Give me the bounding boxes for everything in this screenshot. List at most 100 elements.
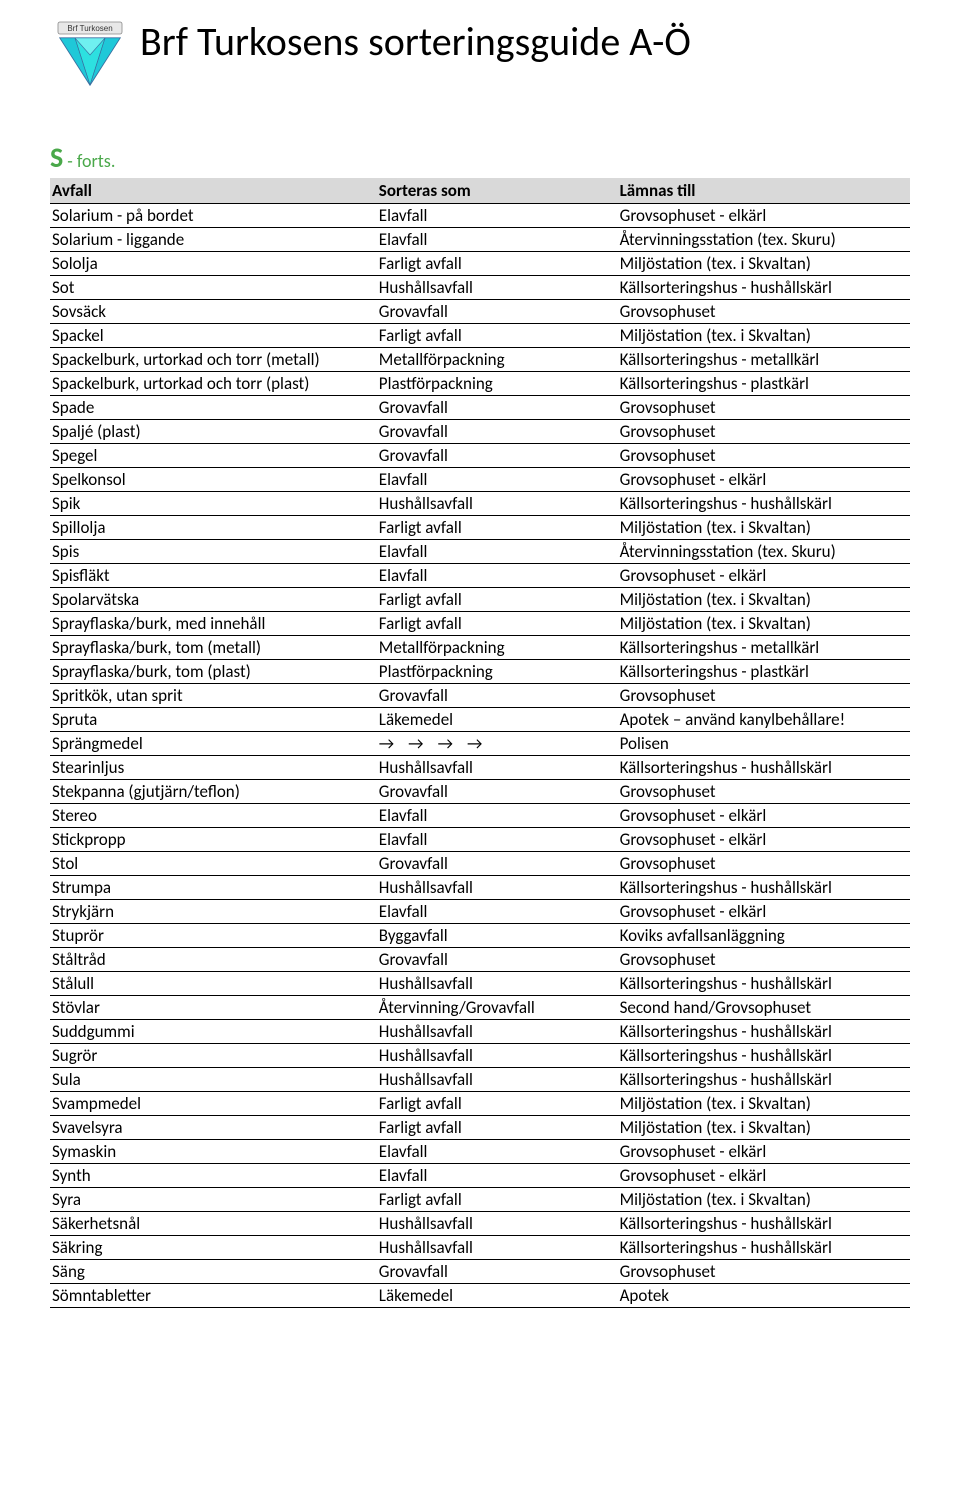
table-cell: Sula: [50, 1068, 377, 1092]
table-cell: Källsorteringshus - plastkärl: [618, 660, 910, 684]
table-row: SängGrovavfallGrovsophuset: [50, 1260, 910, 1284]
table-cell: Elavfall: [377, 204, 618, 228]
table-cell: Spis: [50, 540, 377, 564]
table-cell: Sot: [50, 276, 377, 300]
table-cell: Grovsophuset - elkärl: [618, 1140, 910, 1164]
table-cell: Svampmedel: [50, 1092, 377, 1116]
table-cell: Säkerhetsnål: [50, 1212, 377, 1236]
table-cell: Miljöstation (tex. i Skvaltan): [618, 1188, 910, 1212]
table-cell: Grovsophuset: [618, 420, 910, 444]
document-header: Brf Turkosen Brf Turkosens sorteringsgui…: [50, 20, 910, 90]
table-cell: Hushållsavfall: [377, 492, 618, 516]
table-cell: Farligt avfall: [377, 612, 618, 636]
table-cell: Källsorteringshus - hushållskärl: [618, 972, 910, 996]
table-cell: Källsorteringshus - metallkärl: [618, 636, 910, 660]
page-container: Brf Turkosen Brf Turkosens sorteringsgui…: [0, 0, 960, 1348]
table-cell: Sololja: [50, 252, 377, 276]
table-cell: Miljöstation (tex. i Skvaltan): [618, 612, 910, 636]
table-cell: Spik: [50, 492, 377, 516]
table-row: SömntabletterLäkemedelApotek: [50, 1284, 910, 1308]
table-row: Spackelburk, urtorkad och torr (metall)M…: [50, 348, 910, 372]
table-row: SprutaLäkemedelApotek – använd kanylbehå…: [50, 708, 910, 732]
table-cell: Plastförpackning: [377, 660, 618, 684]
table-cell: Grovsophuset: [618, 780, 910, 804]
table-row: Spackelburk, urtorkad och torr (plast)Pl…: [50, 372, 910, 396]
table-row: SugrörHushållsavfallKällsorteringshus - …: [50, 1044, 910, 1068]
arrows-icon: →→→→: [379, 733, 497, 754]
table-cell: Källsorteringshus - metallkärl: [618, 348, 910, 372]
table-cell: Källsorteringshus - hushållskärl: [618, 492, 910, 516]
table-row: StrykjärnElavfallGrovsophuset - elkärl: [50, 900, 910, 924]
table-cell: Stereo: [50, 804, 377, 828]
table-cell: Källsorteringshus - hushållskärl: [618, 1020, 910, 1044]
table-cell: Grovsophuset: [618, 684, 910, 708]
table-row: SpisElavfallÅtervinningsstation (tex. Sk…: [50, 540, 910, 564]
table-row: SovsäckGrovavfallGrovsophuset: [50, 300, 910, 324]
table-cell: Spaljé (plast): [50, 420, 377, 444]
table-cell: Läkemedel: [377, 708, 618, 732]
table-cell: →→→→: [377, 732, 618, 756]
table-cell: Sprayflaska/burk, tom (metall): [50, 636, 377, 660]
table-cell: Grovavfall: [377, 444, 618, 468]
table-cell: Farligt avfall: [377, 252, 618, 276]
section-heading: S - forts.: [50, 140, 910, 175]
table-row: Sprayflaska/burk, med innehållFarligt av…: [50, 612, 910, 636]
table-row: SäkerhetsnålHushållsavfallKällsorterings…: [50, 1212, 910, 1236]
table-row: SpikHushållsavfallKällsorteringshus - hu…: [50, 492, 910, 516]
table-cell: Spisfläkt: [50, 564, 377, 588]
logo-label: Brf Turkosen: [67, 24, 112, 33]
table-cell: Hushållsavfall: [377, 756, 618, 780]
table-cell: Grovsophuset: [618, 300, 910, 324]
table-cell: Spade: [50, 396, 377, 420]
table-cell: Grovsophuset - elkärl: [618, 900, 910, 924]
table-cell: Synth: [50, 1164, 377, 1188]
table-row: SpadeGrovavfallGrovsophuset: [50, 396, 910, 420]
table-header-row: Avfall Sorteras som Lämnas till: [50, 178, 910, 204]
table-cell: Spelkonsol: [50, 468, 377, 492]
table-cell: Säng: [50, 1260, 377, 1284]
table-cell: Återvinning/Grovavfall: [377, 996, 618, 1020]
table-cell: Grovsophuset - elkärl: [618, 828, 910, 852]
table-cell: Svavelsyra: [50, 1116, 377, 1140]
table-cell: Grovavfall: [377, 684, 618, 708]
table-cell: Sovsäck: [50, 300, 377, 324]
table-row: Sprayflaska/burk, tom (plast)Plastförpac…: [50, 660, 910, 684]
table-cell: Grovsophuset - elkärl: [618, 1164, 910, 1188]
table-cell: Apotek – använd kanylbehållare!: [618, 708, 910, 732]
table-cell: Ståltråd: [50, 948, 377, 972]
table-row: SpelkonsolElavfallGrovsophuset - elkärl: [50, 468, 910, 492]
table-row: Stekpanna (gjutjärn/teflon)GrovavfallGro…: [50, 780, 910, 804]
col-header-sorteras: Sorteras som: [377, 178, 618, 204]
table-row: SotHushållsavfallKällsorteringshus - hus…: [50, 276, 910, 300]
table-cell: Miljöstation (tex. i Skvaltan): [618, 252, 910, 276]
table-cell: Grovavfall: [377, 1260, 618, 1284]
table-row: SvampmedelFarligt avfallMiljöstation (te…: [50, 1092, 910, 1116]
table-cell: Hushållsavfall: [377, 1044, 618, 1068]
table-cell: Hushållsavfall: [377, 1020, 618, 1044]
table-cell: Grovsophuset - elkärl: [618, 804, 910, 828]
table-cell: Spruta: [50, 708, 377, 732]
table-row: SpegelGrovavfallGrovsophuset: [50, 444, 910, 468]
col-header-lamnas: Lämnas till: [618, 178, 910, 204]
table-cell: Grovsophuset - elkärl: [618, 204, 910, 228]
table-cell: Farligt avfall: [377, 324, 618, 348]
table-cell: Farligt avfall: [377, 1188, 618, 1212]
table-cell: Stekpanna (gjutjärn/teflon): [50, 780, 377, 804]
table-cell: Elavfall: [377, 804, 618, 828]
table-cell: Källsorteringshus - hushållskärl: [618, 276, 910, 300]
table-cell: Spackel: [50, 324, 377, 348]
table-row: SololjaFarligt avfallMiljöstation (tex. …: [50, 252, 910, 276]
table-cell: Sömntabletter: [50, 1284, 377, 1308]
table-row: Spritkök, utan spritGrovavfallGrovsophus…: [50, 684, 910, 708]
table-cell: Grovavfall: [377, 420, 618, 444]
table-cell: Suddgummi: [50, 1020, 377, 1044]
table-cell: Grovsophuset: [618, 444, 910, 468]
table-row: Spaljé (plast)GrovavfallGrovsophuset: [50, 420, 910, 444]
table-cell: Farligt avfall: [377, 588, 618, 612]
table-cell: Hushållsavfall: [377, 1212, 618, 1236]
table-row: SulaHushållsavfallKällsorteringshus - hu…: [50, 1068, 910, 1092]
table-row: StålullHushållsavfallKällsorteringshus -…: [50, 972, 910, 996]
table-cell: Metallförpackning: [377, 348, 618, 372]
table-cell: Miljöstation (tex. i Skvaltan): [618, 1116, 910, 1140]
table-cell: Elavfall: [377, 540, 618, 564]
